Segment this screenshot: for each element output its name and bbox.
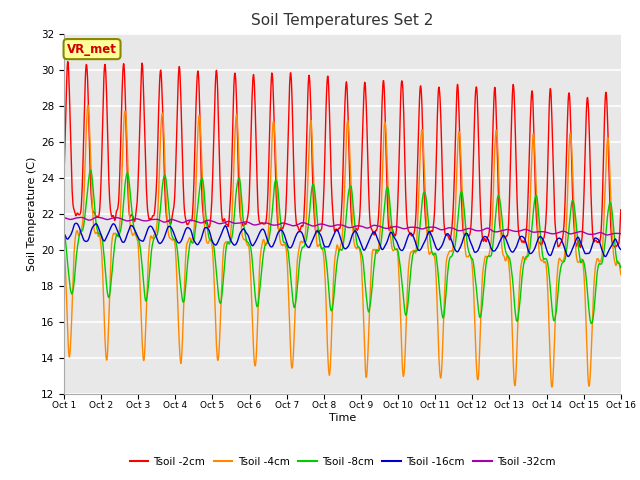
Text: VR_met: VR_met	[67, 43, 117, 56]
X-axis label: Time: Time	[329, 413, 356, 423]
Legend: Tsoil -2cm, Tsoil -4cm, Tsoil -8cm, Tsoil -16cm, Tsoil -32cm: Tsoil -2cm, Tsoil -4cm, Tsoil -8cm, Tsoi…	[125, 453, 559, 471]
Y-axis label: Soil Temperature (C): Soil Temperature (C)	[27, 156, 37, 271]
Title: Soil Temperatures Set 2: Soil Temperatures Set 2	[252, 13, 433, 28]
